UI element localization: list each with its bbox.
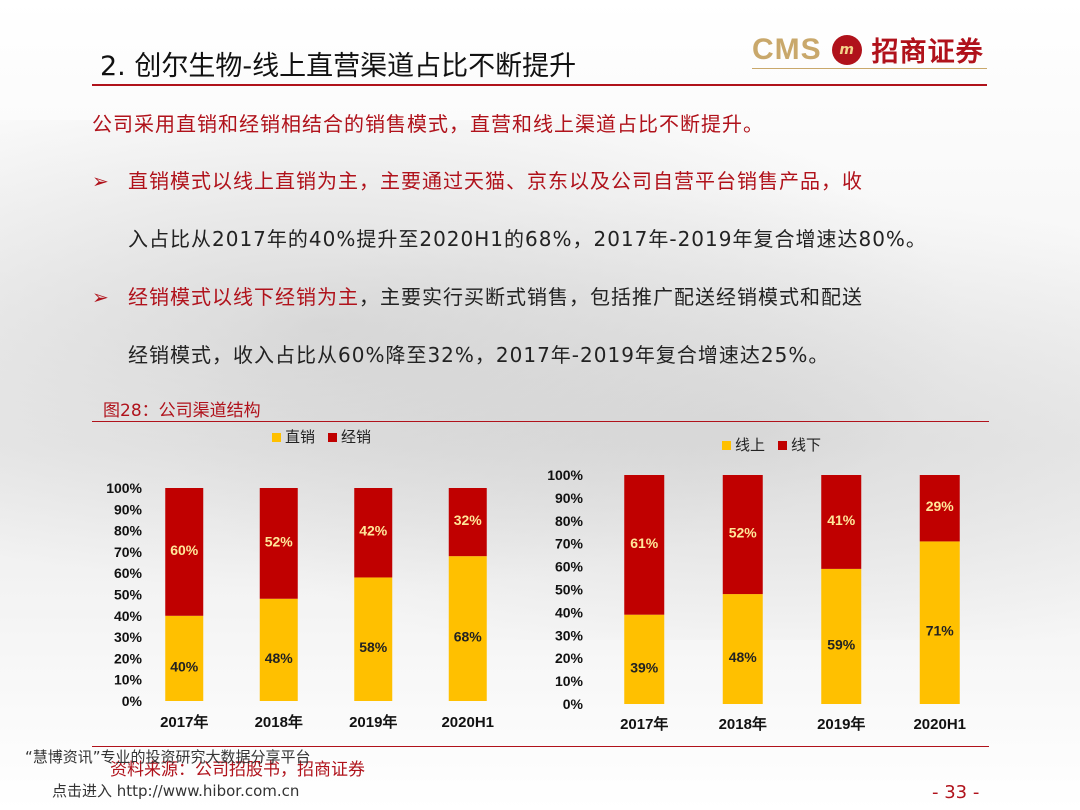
legend-swatch-1: [778, 441, 787, 450]
y-tick-label: 30%: [114, 629, 143, 645]
bar-0-0: [624, 614, 665, 704]
data-label: 32%: [454, 512, 483, 528]
bar-1-3: [919, 475, 960, 542]
y-tick-label: 10%: [114, 672, 143, 688]
y-tick-label: 40%: [555, 604, 584, 620]
x-tick-label: 2018年: [255, 713, 303, 731]
x-tick-label: 2017年: [620, 715, 668, 733]
x-tick-label: 2020H1: [913, 716, 966, 733]
legend-swatch-0: [722, 441, 731, 450]
bullet2-rest: ，主要实行买断式销售，包括推广配送经销模式和配送: [359, 285, 863, 309]
data-label: 71%: [926, 623, 955, 639]
data-label: 40%: [170, 658, 199, 674]
source-note: 资料来源：公司招股书，招商证券: [110, 760, 365, 780]
y-tick-label: 70%: [555, 536, 584, 552]
legend-label-1: 经销: [341, 429, 371, 446]
bar-0-0: [165, 615, 204, 701]
data-label: 52%: [729, 525, 758, 541]
data-label: 42%: [359, 523, 388, 539]
bullet1-line2: 入占比从2017年的40%提升至2020H1的68%，2017年-2019年复合…: [128, 227, 927, 251]
bar-0-1: [722, 594, 763, 704]
y-tick-label: 60%: [555, 559, 584, 575]
y-tick-label: 20%: [555, 650, 584, 666]
bar-1-1: [722, 475, 763, 595]
data-label: 48%: [265, 650, 294, 666]
watermark-link[interactable]: 点击进入 http://www.hibor.com.cn: [52, 782, 300, 800]
figure-top-rule: [92, 421, 989, 422]
bar-1-0: [624, 475, 665, 615]
figure-bottom-rule: [92, 746, 989, 747]
data-label: 29%: [926, 498, 955, 514]
bullet-arrow-icon: ➢: [92, 169, 110, 193]
y-tick-label: 50%: [555, 582, 584, 598]
bar-1-2: [821, 475, 862, 569]
legend-swatch-0: [272, 433, 281, 442]
y-tick-label: 90%: [555, 490, 584, 506]
data-label: 61%: [630, 535, 659, 551]
bar-1-2: [354, 488, 393, 578]
bar-0-3: [448, 556, 487, 701]
data-label: 59%: [827, 636, 856, 652]
x-tick-label: 2019年: [349, 713, 397, 731]
bar-0-3: [919, 541, 960, 704]
legend-swatch-1: [328, 433, 337, 442]
data-label: 60%: [170, 542, 199, 558]
bullet-direct-sales: ➢ 直销模式以线上直销为主，主要通过天猫、京东以及公司自营平台销售产品，收 入占比…: [92, 152, 992, 268]
data-label: 41%: [827, 512, 856, 528]
bar-0-2: [354, 577, 393, 701]
legend-label-0: 线上: [735, 437, 765, 454]
y-tick-label: 60%: [114, 565, 143, 581]
y-tick-label: 0%: [122, 693, 143, 709]
page-title: 2. 创尔生物-线上直营渠道占比不断提升: [100, 51, 577, 82]
y-tick-label: 20%: [114, 650, 143, 666]
chart-online-vs-offline: 线上 线下 0% 10% 20% 30% 40% 50% 60% 70% 80% 90% 100% 39%…: [547, 437, 966, 733]
data-label: 48%: [729, 649, 758, 665]
data-label: 52%: [265, 533, 294, 549]
brand-logo: CMS m 招商证券: [752, 30, 984, 69]
y-tick-label: 10%: [555, 673, 584, 689]
intro-text: 公司采用直销和经销相结合的销售模式，直营和线上渠道占比不断提升。: [92, 112, 764, 136]
data-label: 68%: [454, 629, 483, 645]
logo-emblem-icon: m: [831, 34, 862, 65]
y-tick-label: 100%: [106, 480, 142, 496]
y-tick-label: 0%: [563, 696, 584, 712]
legend-label-0: 直销: [285, 429, 315, 446]
y-tick-label: 90%: [114, 501, 143, 517]
figure-title: 图28：公司渠道结构: [103, 401, 261, 421]
y-tick-label: 80%: [114, 523, 143, 539]
bar-1-0: [165, 488, 204, 616]
bar-1-1: [259, 488, 298, 599]
logo-cms-text: CMS: [752, 32, 822, 66]
x-tick-label: 2018年: [719, 715, 767, 733]
watermark-text: “慧博资讯”专业的投资研究大数据分享平台: [25, 748, 311, 766]
y-tick-label: 100%: [547, 467, 583, 483]
bullet-distribution: ➢ 经销模式以线下经销为主，主要实行买断式销售，包括推广配送经销模式和配送 经销模…: [92, 268, 992, 384]
y-tick-label: 80%: [555, 513, 584, 529]
y-tick-label: 70%: [114, 544, 143, 560]
bullet-arrow-icon: ➢: [92, 285, 110, 309]
data-label: 39%: [630, 659, 659, 675]
bar-0-2: [821, 568, 862, 704]
x-tick-label: 2019年: [817, 715, 865, 733]
y-tick-label: 40%: [114, 608, 143, 624]
title-divider: [92, 84, 987, 86]
bar-0-1: [259, 598, 298, 701]
x-tick-label: 2017年: [160, 713, 208, 731]
logo-cn-text: 招商证券: [871, 37, 984, 68]
chart-direct-vs-distribution: 直销 经销 0% 10% 20% 30% 40% 50% 60% 70% 80% 90% 100% 40%…: [106, 429, 494, 731]
page-number: - 33 -: [932, 782, 980, 803]
bullet1-line1: 直销模式以线上直销为主，主要通过天猫、京东以及公司自营平台销售产品，收: [128, 169, 863, 193]
data-label: 58%: [359, 639, 388, 655]
y-tick-label: 50%: [114, 587, 143, 603]
x-tick-label: 2020H1: [441, 714, 494, 731]
bar-1-3: [448, 488, 487, 557]
y-tick-label: 30%: [555, 627, 584, 643]
bullet2-lead: 经销模式以线下经销为主: [128, 285, 359, 309]
bullet2-line2: 经销模式，收入占比从60%降至32%，2017年-2019年复合增速达25%。: [128, 343, 830, 367]
legend-label-1: 线下: [791, 437, 821, 454]
logo-underline: [752, 68, 987, 69]
